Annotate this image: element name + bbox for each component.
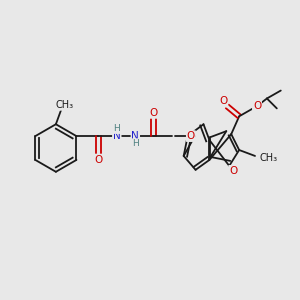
Text: H: H <box>132 139 139 148</box>
Text: CH₃: CH₃ <box>260 153 278 163</box>
Text: N: N <box>113 131 121 141</box>
Text: O: O <box>253 101 261 111</box>
Text: O: O <box>150 108 158 118</box>
Text: O: O <box>94 154 102 164</box>
Text: H: H <box>113 124 120 133</box>
Text: CH₃: CH₃ <box>56 100 74 110</box>
Text: O: O <box>187 131 195 141</box>
Text: N: N <box>131 131 139 141</box>
Text: O: O <box>219 97 227 106</box>
Text: O: O <box>229 166 237 176</box>
